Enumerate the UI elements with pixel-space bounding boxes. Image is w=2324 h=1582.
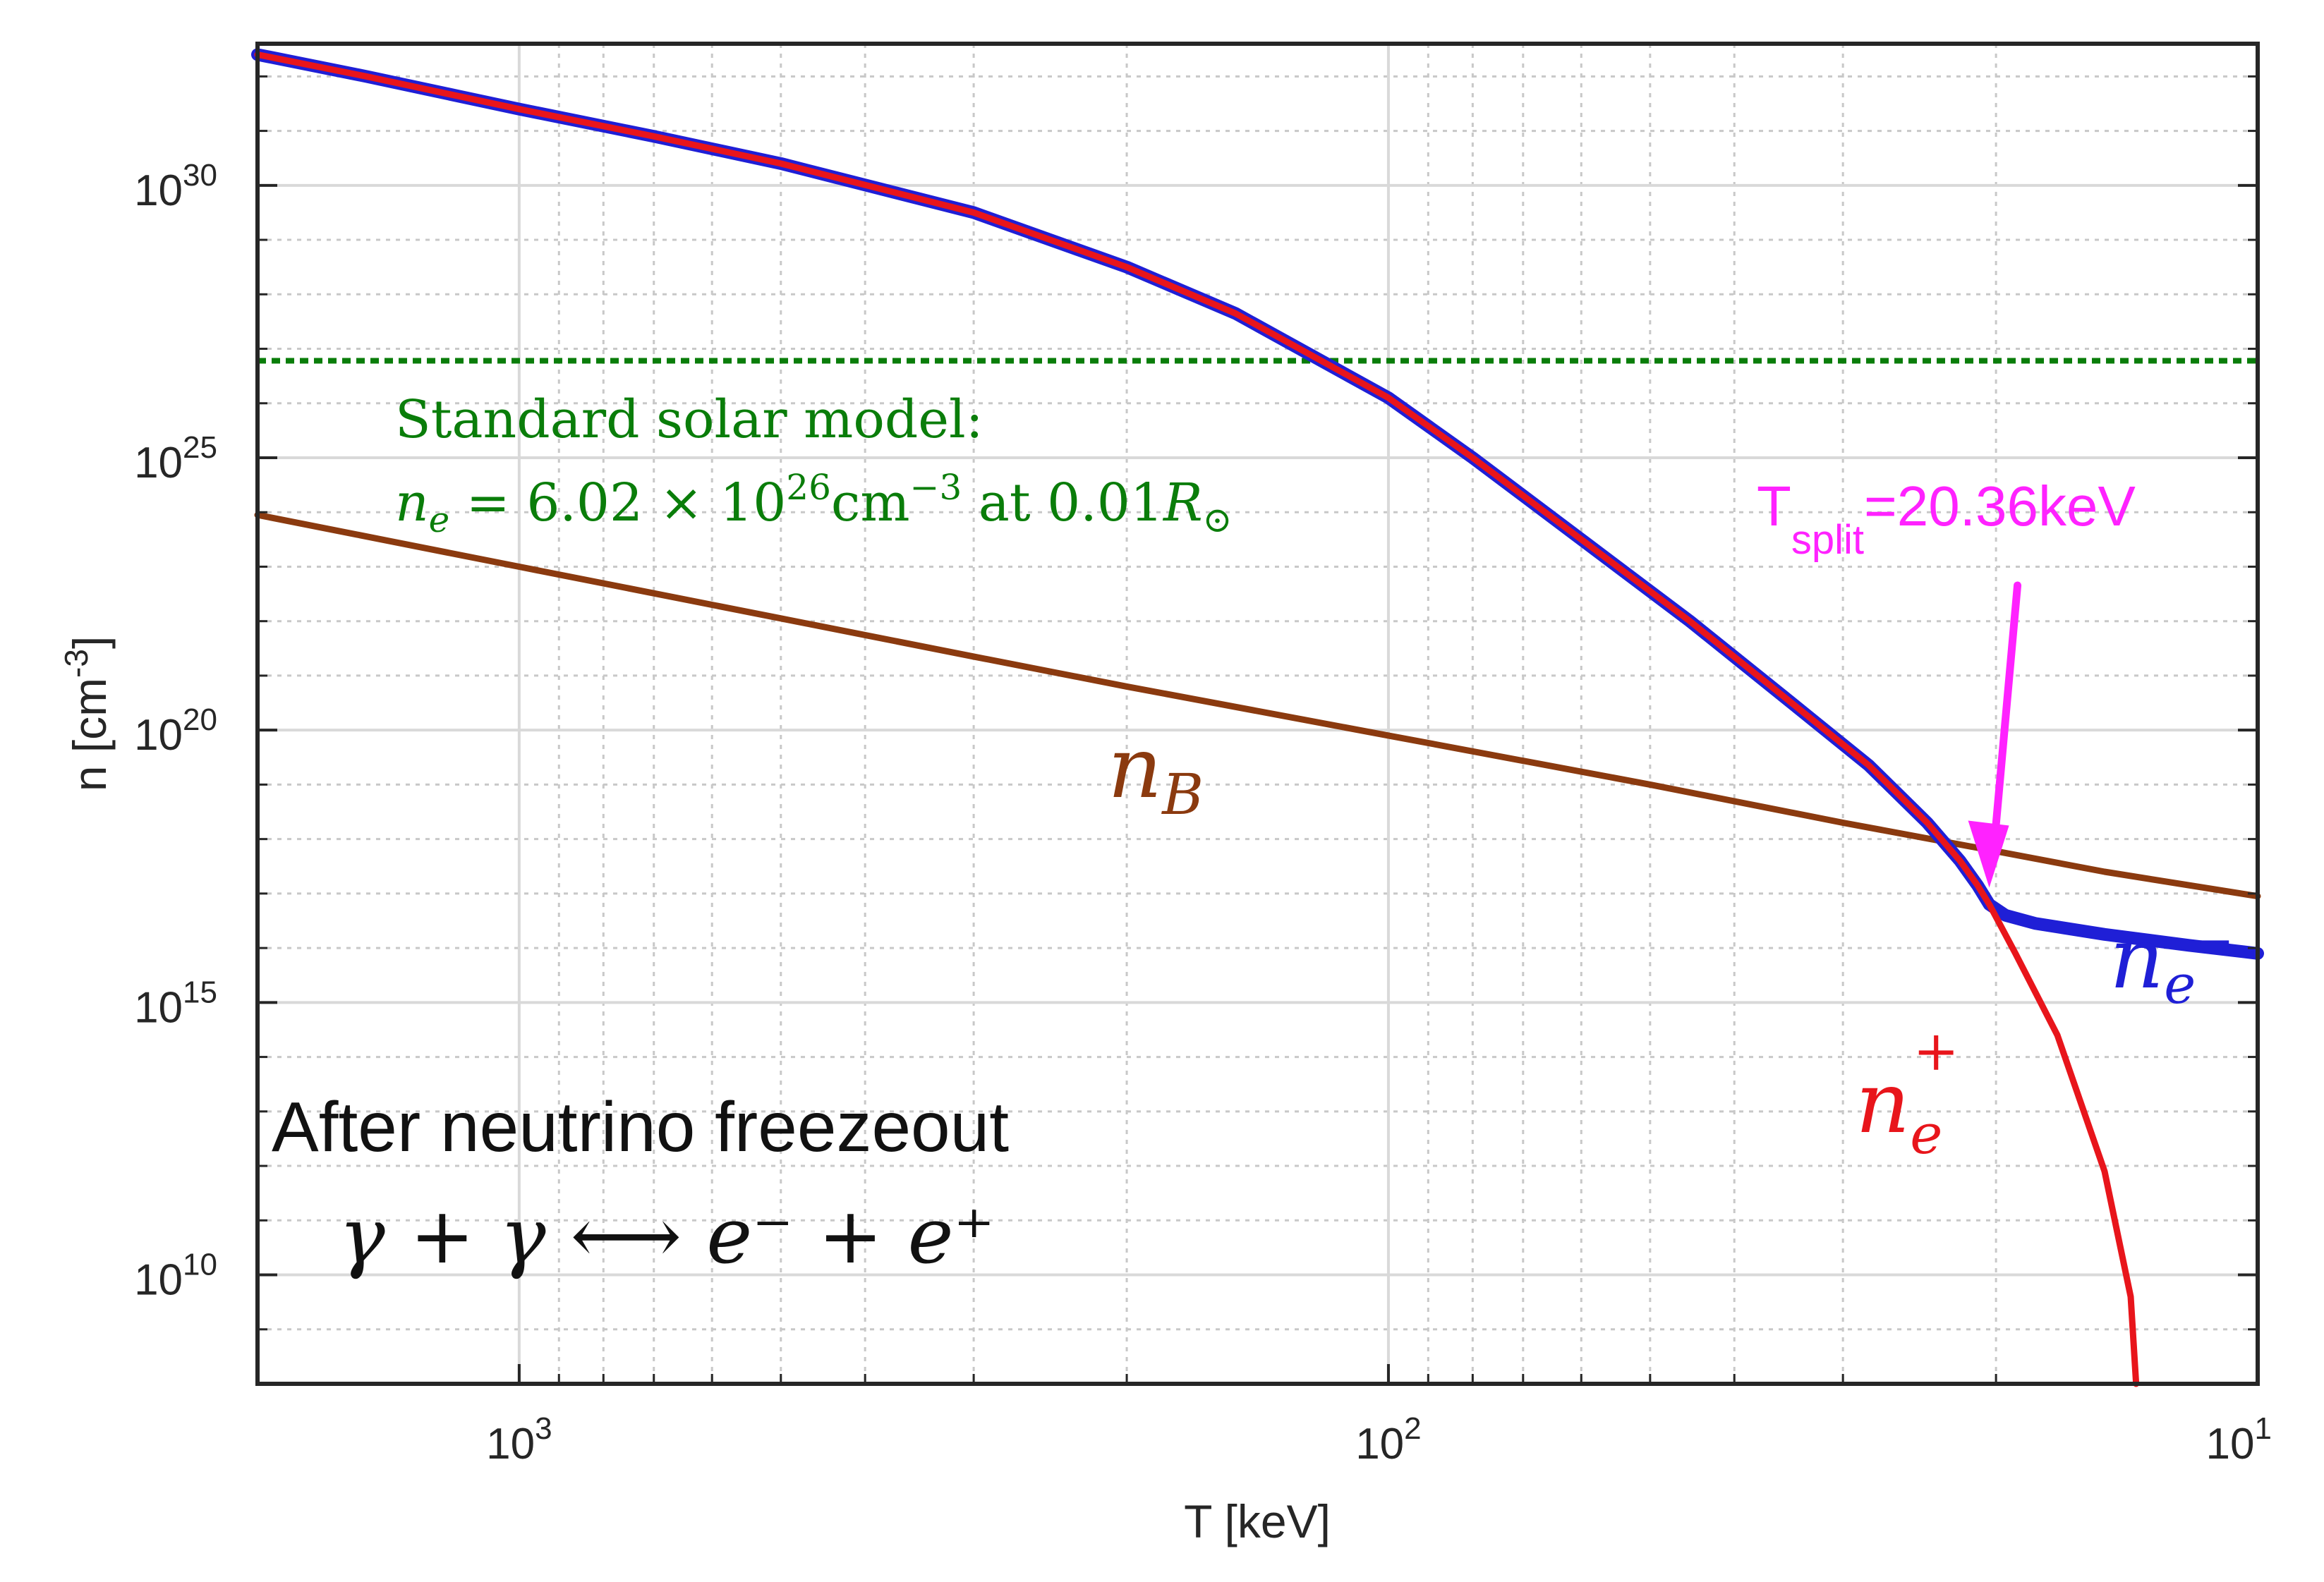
ne-plus-label: ne+ (1856, 1020, 1959, 1167)
x-tick-label: 102 (1355, 1411, 1421, 1468)
nB-label: nB (1108, 719, 1204, 827)
x-tick-base: 10 (1355, 1420, 1404, 1468)
reaction-equation: γ + γ ⟷ e⁻ + e⁺ (339, 1191, 995, 1281)
ticks-layer (256, 75, 2259, 1385)
x-axis-label: T [keV] (1184, 1495, 1331, 1547)
freezeout-title: After neutrino freezeout (272, 1088, 1009, 1167)
series-layer (251, 48, 2264, 1387)
y-tick-exponent: 15 (183, 975, 217, 1009)
y-axis-label: n [cm-3] (58, 636, 116, 792)
tsplit-label: Tsplit=20.36keV (1757, 475, 2136, 563)
ne-minus-label: ne− (2110, 910, 2234, 1016)
y-tick-base: 10 (134, 983, 183, 1032)
y-tick-exponent: 25 (183, 430, 217, 465)
y-tick-base: 10 (134, 166, 183, 215)
y-tick-base: 10 (134, 1256, 183, 1305)
x-tick-label: 101 (2206, 1411, 2272, 1468)
y-tick-exponent: 30 (183, 158, 217, 193)
x-tick-exponent: 3 (535, 1411, 552, 1446)
y-tick-label: 1025 (134, 430, 217, 487)
y-tick-exponent: 20 (183, 702, 217, 737)
plot-frame (255, 42, 2260, 1386)
x-tick-exponent: 1 (2255, 1411, 2272, 1446)
series-line-n-eplus (254, 51, 2140, 1387)
y-tick-label: 1020 (134, 702, 217, 760)
grid-minor (256, 44, 2258, 1385)
y-tick-base: 10 (134, 439, 183, 487)
solar-model-value: ne = 6.02 × 1026cm−3 at 0.01R⊙ (395, 467, 1233, 540)
x-tick-base: 10 (2206, 1420, 2255, 1468)
grid-major (258, 44, 2259, 1384)
series-line-n-B (254, 511, 2261, 900)
y-tick-label: 1015 (134, 975, 217, 1032)
y-tick-base: 10 (134, 711, 183, 760)
split-marker-layer (1968, 581, 2022, 888)
x-tick-base: 10 (486, 1420, 535, 1468)
x-tick-exponent: 2 (1404, 1411, 1421, 1446)
tsplit-arrow-shaft (1990, 581, 2022, 856)
y-tick-label: 1030 (134, 158, 217, 215)
tsplit-arrow-head (1968, 820, 2009, 888)
x-tick-label: 103 (486, 1411, 552, 1468)
solar-model-title: Standard solar model: (395, 389, 984, 450)
y-tick-exponent: 10 (183, 1248, 217, 1282)
y-tick-label: 1010 (134, 1248, 217, 1305)
